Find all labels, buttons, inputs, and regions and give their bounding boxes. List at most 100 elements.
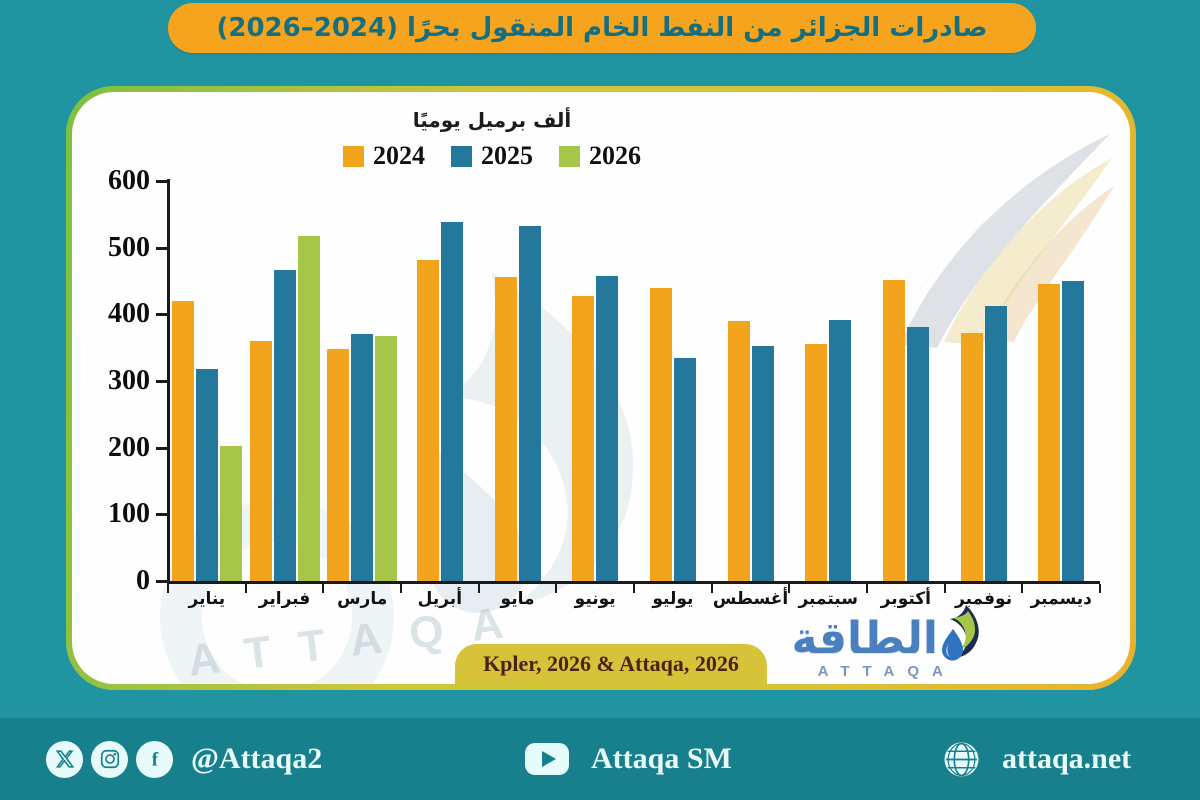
bar-2025 — [440, 222, 463, 581]
bar-2026 — [219, 446, 242, 581]
x-tick — [322, 584, 325, 593]
attaqa-logo: الطاقة ATTAQA — [792, 605, 982, 680]
bar-2024 — [960, 333, 983, 581]
globe-icon[interactable] — [943, 741, 980, 778]
x-axis-label-december: ديسمبر — [1030, 589, 1092, 609]
website-link: attaqa.net — [943, 741, 1131, 778]
logo-arabic-text: الطاقة — [791, 613, 938, 664]
bar-2024 — [327, 349, 350, 581]
bar-2025 — [751, 345, 774, 581]
bar-2024 — [1038, 283, 1061, 581]
bar-group-april — [401, 181, 479, 581]
x-tick — [788, 584, 791, 593]
social-links: f @Attaqa2 — [46, 740, 323, 778]
legend-label: 2025 — [481, 141, 533, 170]
youtube-link: Attaqa SM — [525, 742, 732, 776]
bar-2024 — [416, 260, 439, 581]
y-axis — [167, 179, 170, 584]
bar-2026 — [297, 235, 320, 581]
x-axis-label-august: أغسطس — [712, 589, 789, 609]
bar-2025 — [596, 275, 619, 581]
bar-2025 — [273, 269, 296, 581]
bar-2025 — [1062, 281, 1085, 581]
x-axis-label-june: يونيو — [574, 589, 616, 609]
y-tick-label: 500 — [108, 231, 150, 263]
title-banner: صادرات الجزائر من النفط الخام المنقول بح… — [168, 3, 1036, 53]
y-tick — [156, 246, 167, 250]
source-text: Kpler, 2026 & Attaqa, 2026 — [483, 651, 739, 676]
youtube-channel[interactable]: Attaqa SM — [591, 742, 732, 775]
x-tick — [1099, 584, 1101, 593]
y-tick-label: 0 — [136, 565, 150, 596]
x-tick — [400, 584, 402, 593]
legend-item-2026: 2026 — [559, 141, 641, 171]
bar-2024 — [171, 301, 194, 581]
legend-item-2025: 2025 — [451, 141, 533, 171]
facebook-icon[interactable]: f — [136, 740, 173, 778]
bar-group-february — [246, 181, 324, 581]
x-tick — [1021, 584, 1024, 593]
bar-2024 — [249, 341, 272, 581]
svg-text:f: f — [151, 749, 158, 770]
chart-card-border: ATTAQA ألف برميل يوميًا 2024 2025 2026 0 10… — [66, 86, 1136, 690]
x-axis-label-july: يوليو — [652, 589, 694, 609]
y-tick — [156, 380, 167, 383]
x-axis-label-september: سبتمبر — [798, 589, 858, 609]
legend-block: ألف برميل يوميًا 2024 2025 2026 — [322, 108, 662, 171]
legend-swatch-2026 — [559, 145, 580, 167]
legend-swatch-2025 — [451, 145, 472, 167]
bar-group-august — [712, 181, 790, 581]
website-url[interactable]: attaqa.net — [1002, 742, 1132, 775]
y-tick-label: 300 — [108, 365, 150, 396]
y-tick — [156, 446, 167, 450]
y-tick — [156, 180, 167, 183]
x-axis-label-february: فبراير — [258, 589, 311, 609]
bar-2025 — [829, 320, 852, 581]
y-tick-label: 600 — [108, 165, 150, 196]
y-tick-label: 400 — [108, 298, 150, 330]
unit-label: ألف برميل يوميًا — [412, 108, 572, 132]
footer-bar: f @Attaqa2 Attaqa SM attaqa.net — [0, 718, 1200, 800]
flame-drop-icon — [942, 605, 979, 661]
bar-group-october — [867, 181, 945, 581]
source-badge: Kpler, 2026 & Attaqa, 2026 — [455, 644, 767, 684]
bar-2025 — [518, 226, 541, 581]
chart-card: ATTAQA ألف برميل يوميًا 2024 2025 2026 0 10… — [72, 92, 1130, 684]
x-twitter-icon[interactable] — [46, 740, 83, 778]
x-axis-label-march: مارس — [337, 589, 388, 609]
y-tick-label: 100 — [108, 498, 150, 530]
bar-2025 — [673, 358, 696, 581]
bar-2025 — [906, 327, 929, 581]
x-tick — [633, 584, 635, 593]
y-tick — [156, 313, 167, 317]
x-tick — [943, 584, 946, 593]
bar-2024 — [494, 277, 517, 581]
bar-group-september — [789, 181, 867, 581]
bar-2024 — [649, 287, 672, 581]
bar-2026 — [375, 336, 398, 581]
bar-group-december — [1022, 181, 1100, 581]
plot-groups — [168, 181, 1100, 581]
bar-2024 — [805, 343, 828, 581]
bar-2025 — [351, 334, 374, 581]
bar-group-november — [945, 181, 1023, 581]
x-tick — [710, 584, 713, 593]
x-tick — [244, 584, 247, 593]
legend-label: 2024 — [373, 141, 425, 170]
y-tick — [156, 513, 167, 517]
x-axis — [167, 581, 1100, 584]
youtube-icon[interactable] — [525, 743, 569, 775]
instagram-icon[interactable] — [91, 740, 128, 778]
legend-item-2024: 2024 — [343, 141, 425, 171]
bar-group-march — [323, 181, 401, 581]
y-tick — [156, 580, 167, 583]
x-axis-label-october: أكتوبر — [880, 589, 932, 609]
social-handle[interactable]: @Attaqa2 — [191, 742, 323, 775]
bar-group-july — [634, 181, 712, 581]
x-axis-label-may: مايو — [500, 589, 535, 609]
x-axis-label-november: نوفمبر — [955, 589, 1013, 609]
x-axis-label-april: أبريل — [417, 589, 463, 609]
bar-group-january — [168, 181, 246, 581]
bar-2024 — [727, 321, 750, 581]
